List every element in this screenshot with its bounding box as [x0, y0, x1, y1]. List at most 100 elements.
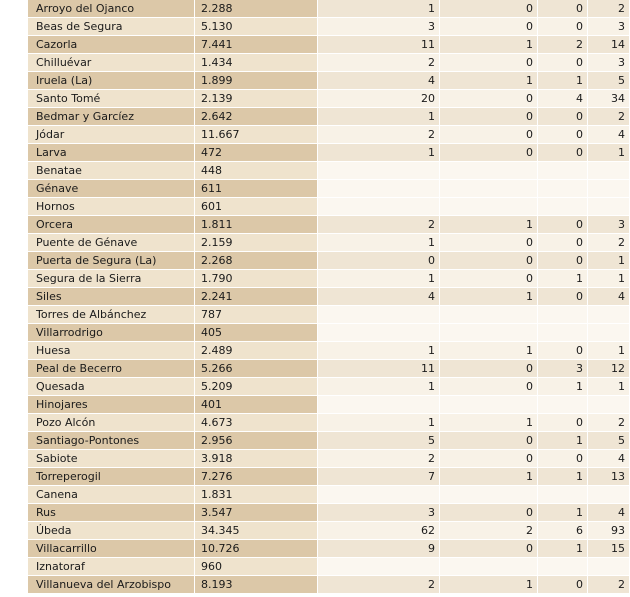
value-c-cell	[538, 306, 588, 324]
value-c-cell: 0	[538, 414, 588, 432]
municipality-name-cell: Peal de Becerro	[28, 360, 195, 378]
value-c-cell: 1	[538, 378, 588, 396]
value-c-cell: 1	[538, 270, 588, 288]
row-margin-cell	[0, 90, 28, 108]
value-a-cell: 3	[318, 504, 440, 522]
population-cell: 2.489	[195, 342, 318, 360]
municipality-name-cell: Bedmar y Garcíez	[28, 108, 195, 126]
value-b-cell: 1	[440, 342, 538, 360]
municipality-name-cell: Sabiote	[28, 450, 195, 468]
value-b-cell: 0	[440, 144, 538, 162]
value-c-cell	[538, 180, 588, 198]
value-d-cell: 3	[588, 54, 630, 72]
population-cell: 2.241	[195, 288, 318, 306]
value-a-cell: 11	[318, 360, 440, 378]
municipality-name-cell: Huesa	[28, 342, 195, 360]
population-cell: 1.831	[195, 486, 318, 504]
row-margin-cell	[0, 522, 28, 540]
value-a-cell: 1	[318, 342, 440, 360]
value-b-cell: 1	[440, 216, 538, 234]
table-row: Santiago-Pontones 2.956 5 0 1 5	[0, 432, 630, 450]
municipality-name-cell: Chilluévar	[28, 54, 195, 72]
value-c-cell: 0	[538, 144, 588, 162]
value-b-cell	[440, 162, 538, 180]
value-d-cell: 4	[588, 288, 630, 306]
municipality-name-cell: Santo Tomé	[28, 90, 195, 108]
row-margin-cell	[0, 144, 28, 162]
value-a-cell: 1	[318, 234, 440, 252]
value-d-cell: 2	[588, 414, 630, 432]
municipality-name-cell: Puente de Génave	[28, 234, 195, 252]
population-cell: 5.209	[195, 378, 318, 396]
value-d-cell: 2	[588, 234, 630, 252]
value-c-cell: 1	[538, 468, 588, 486]
row-margin-cell	[0, 468, 28, 486]
value-b-cell: 1	[440, 468, 538, 486]
row-margin-cell	[0, 540, 28, 558]
value-d-cell: 4	[588, 504, 630, 522]
value-a-cell: 62	[318, 522, 440, 540]
municipality-name-cell: Torreperogil	[28, 468, 195, 486]
value-a-cell	[318, 198, 440, 216]
population-cell: 401	[195, 396, 318, 414]
value-c-cell: 0	[538, 126, 588, 144]
municipality-name-cell: Puerta de Segura (La)	[28, 252, 195, 270]
table-row: Bedmar y Garcíez 2.642 1 0 0 2	[0, 108, 630, 126]
value-c-cell: 0	[538, 18, 588, 36]
value-b-cell	[440, 558, 538, 576]
value-b-cell: 1	[440, 576, 538, 594]
value-c-cell: 0	[538, 54, 588, 72]
population-cell: 960	[195, 558, 318, 576]
value-d-cell: 1	[588, 342, 630, 360]
table-row: Torreperogil 7.276 7 1 1 13	[0, 468, 630, 486]
value-c-cell	[538, 162, 588, 180]
municipality-name-cell: Génave	[28, 180, 195, 198]
table-row: Pozo Alcón 4.673 1 1 0 2	[0, 414, 630, 432]
row-margin-cell	[0, 198, 28, 216]
table-row: Hinojares 401	[0, 396, 630, 414]
row-margin-cell	[0, 36, 28, 54]
population-cell: 7.276	[195, 468, 318, 486]
population-cell: 2.642	[195, 108, 318, 126]
population-cell: 4.673	[195, 414, 318, 432]
value-a-cell: 1	[318, 108, 440, 126]
table-row: Torres de Albánchez 787	[0, 306, 630, 324]
value-c-cell: 0	[538, 252, 588, 270]
value-a-cell: 2	[318, 576, 440, 594]
value-a-cell: 1	[318, 144, 440, 162]
population-cell: 5.130	[195, 18, 318, 36]
population-cell: 2.268	[195, 252, 318, 270]
value-d-cell: 5	[588, 72, 630, 90]
population-cell: 787	[195, 306, 318, 324]
table-row: Cazorla 7.441 11 1 2 14	[0, 36, 630, 54]
value-b-cell: 0	[440, 0, 538, 18]
value-b-cell	[440, 198, 538, 216]
municipality-name-cell: Hinojares	[28, 396, 195, 414]
table-row: Quesada 5.209 1 0 1 1	[0, 378, 630, 396]
population-cell: 405	[195, 324, 318, 342]
municipality-name-cell: Iznatoraf	[28, 558, 195, 576]
value-b-cell: 2	[440, 522, 538, 540]
table-row: Villarrodrigo 405	[0, 324, 630, 342]
row-margin-cell	[0, 162, 28, 180]
value-b-cell	[440, 180, 538, 198]
row-margin-cell	[0, 396, 28, 414]
value-c-cell: 0	[538, 108, 588, 126]
population-cell: 472	[195, 144, 318, 162]
value-b-cell	[440, 324, 538, 342]
value-c-cell	[538, 396, 588, 414]
table-row: Úbeda 34.345 62 2 6 93	[0, 522, 630, 540]
population-cell: 34.345	[195, 522, 318, 540]
value-d-cell: 15	[588, 540, 630, 558]
population-cell: 3.918	[195, 450, 318, 468]
value-c-cell	[538, 324, 588, 342]
value-b-cell: 0	[440, 90, 538, 108]
population-cell: 1.434	[195, 54, 318, 72]
municipality-name-cell: Iruela (La)	[28, 72, 195, 90]
population-cell: 1.899	[195, 72, 318, 90]
value-d-cell: 1	[588, 144, 630, 162]
municipality-name-cell: Rus	[28, 504, 195, 522]
table-row: Santo Tomé 2.139 20 0 4 34	[0, 90, 630, 108]
population-cell: 2.139	[195, 90, 318, 108]
row-margin-cell	[0, 0, 28, 18]
